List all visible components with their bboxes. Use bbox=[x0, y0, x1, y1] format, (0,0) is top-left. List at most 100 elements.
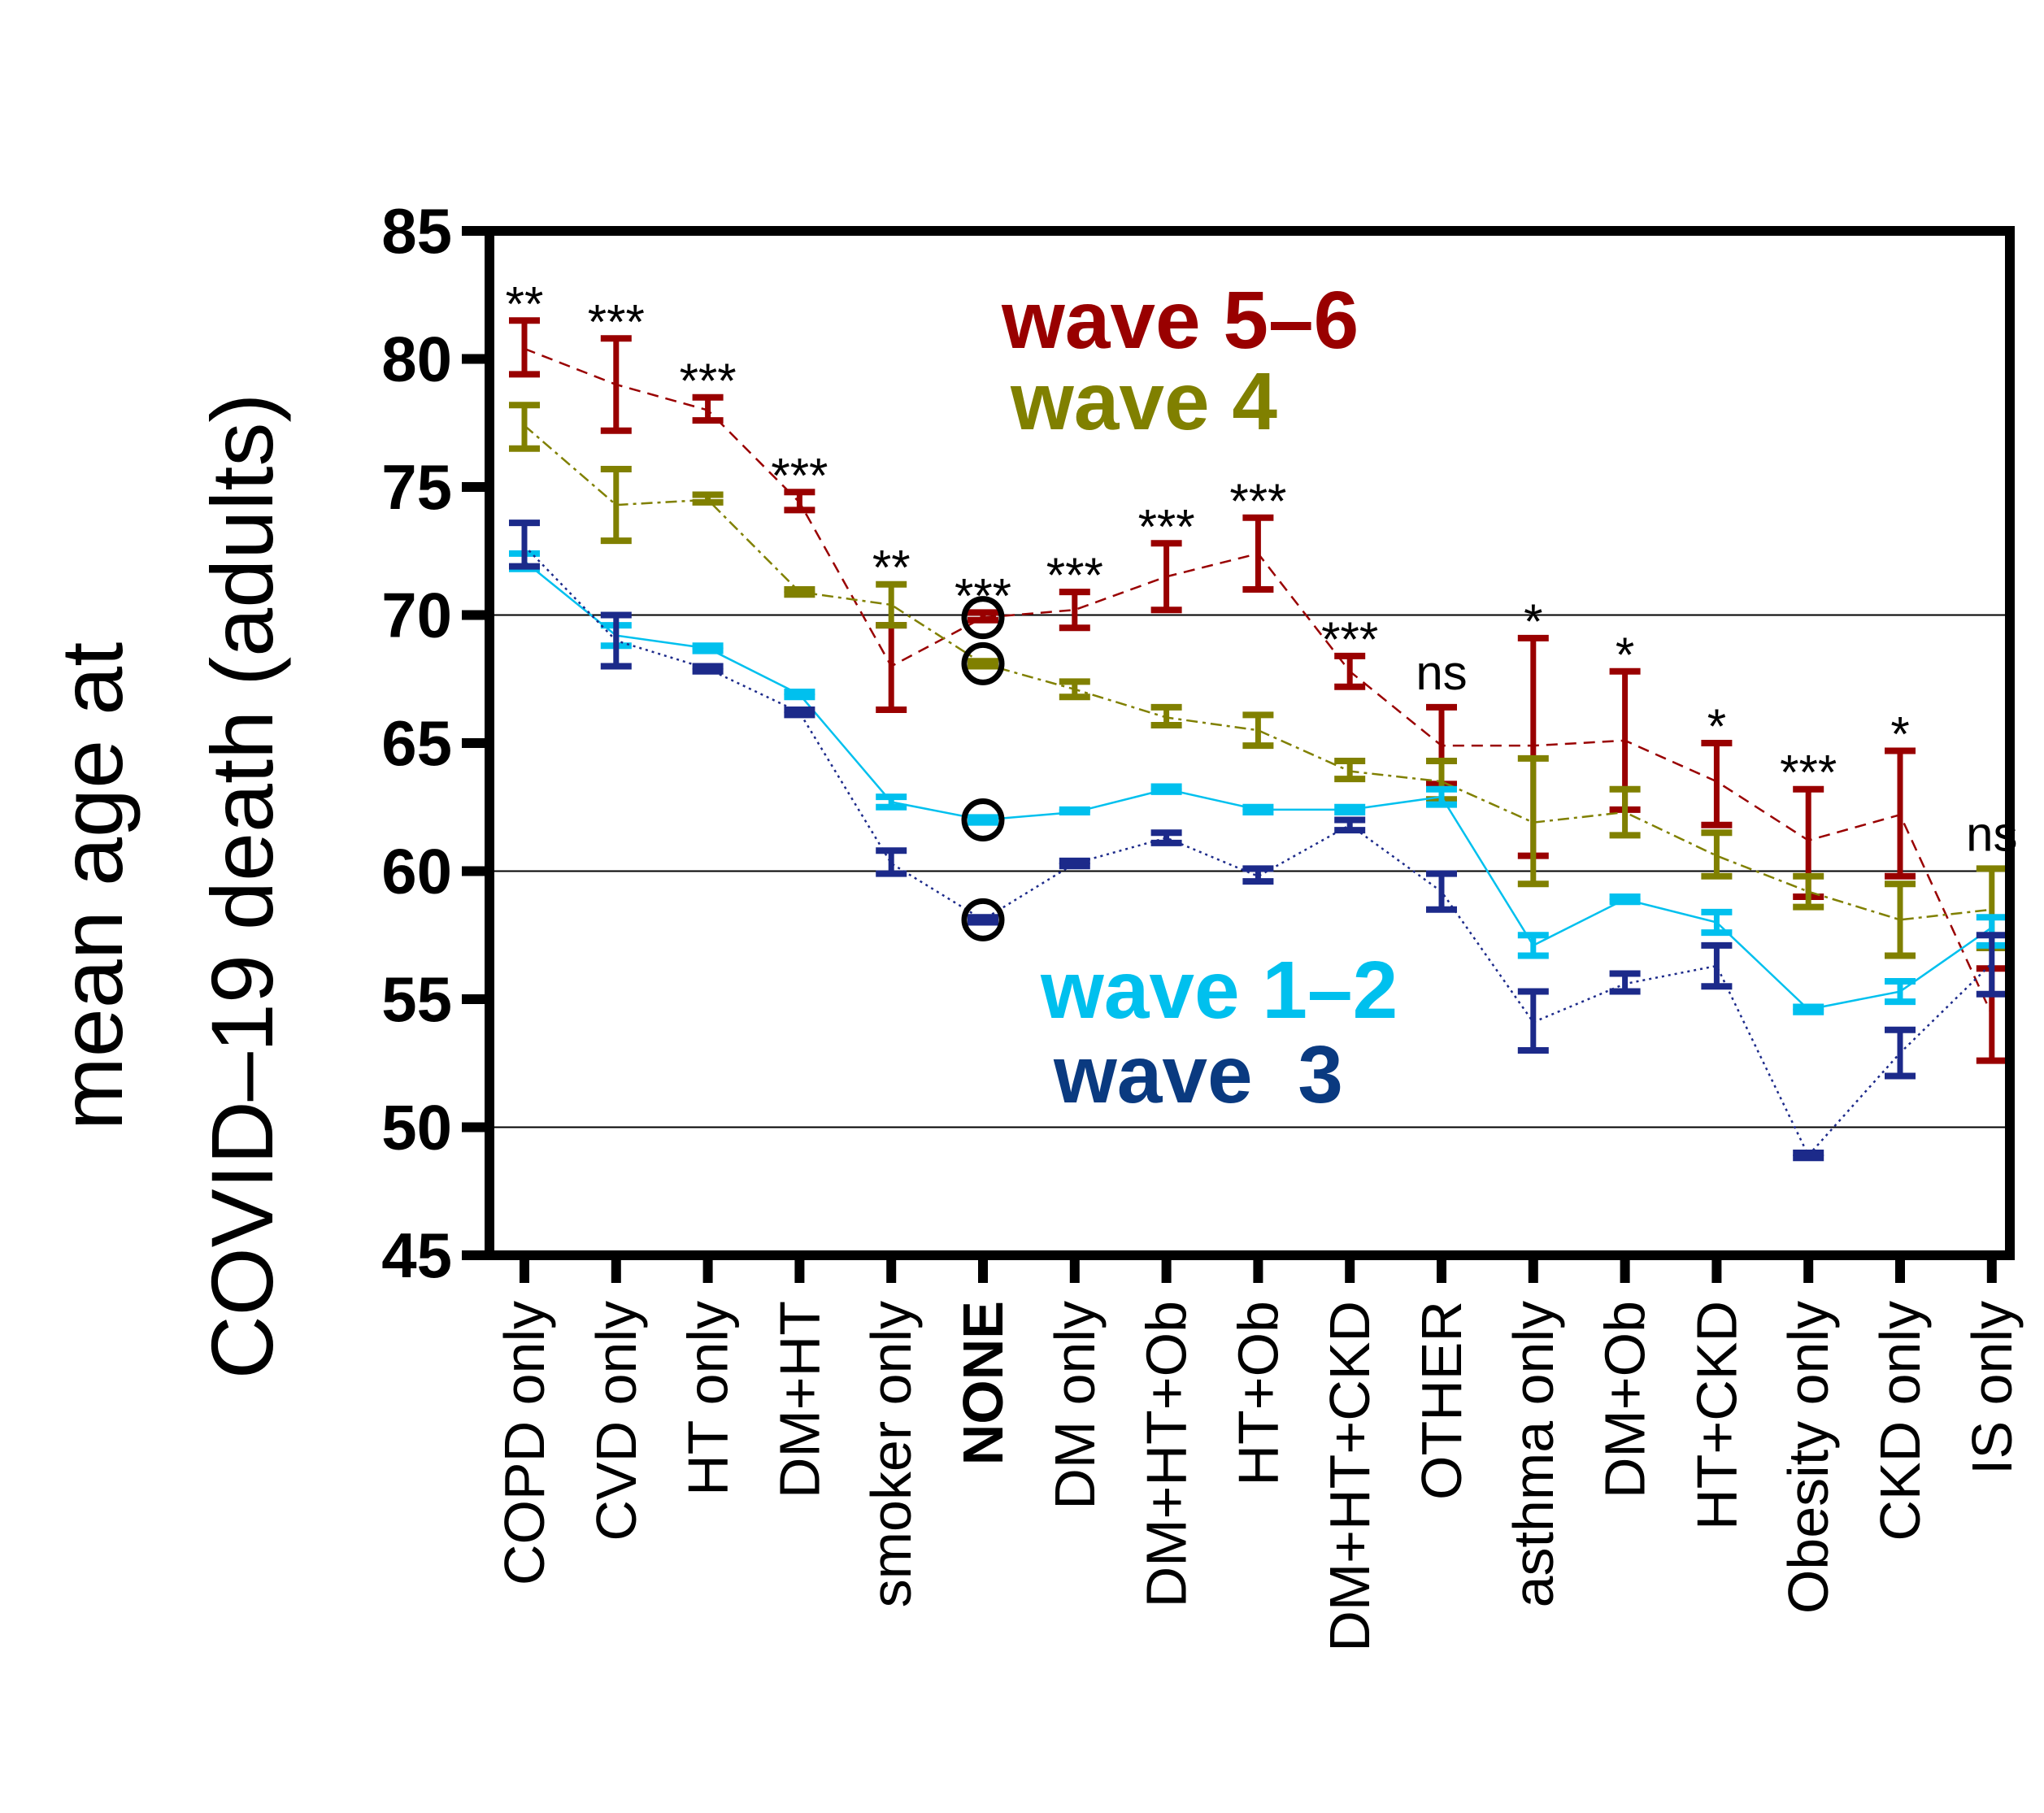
errorbar-wave-4-smoker-only bbox=[876, 580, 907, 629]
errorbar-wave-1-2-ht-ckd bbox=[1701, 908, 1733, 937]
errorbar-wave-5-6-dm-ht-ckd bbox=[1334, 652, 1366, 690]
significance-ht-only: *** bbox=[680, 354, 737, 408]
x-tick-label-dm-only: DM only bbox=[1043, 1301, 1107, 1510]
errorbar-wave-1-2-dm-only bbox=[1059, 806, 1090, 816]
significance-cvd-only: *** bbox=[588, 294, 645, 349]
x-tick-label-cvd-only: CVD only bbox=[585, 1301, 648, 1541]
x-tick-label-none: NONE bbox=[951, 1301, 1015, 1465]
y-axis-label: mean age at COVID–19 death (adults) bbox=[42, 393, 291, 1380]
errorbar-wave-1-2-ht-only bbox=[692, 642, 724, 654]
errorbar-wave-1-2-obesity-only bbox=[1793, 1003, 1824, 1015]
series-line-wave-1-2 bbox=[524, 560, 1993, 1011]
y-tick-label-45: 45 bbox=[381, 1220, 452, 1291]
x-tick-label-copd-only: COPD only bbox=[493, 1301, 556, 1585]
highlight-markers bbox=[961, 596, 1005, 941]
errorbar-wave-1-2-none bbox=[968, 814, 998, 826]
y-tick-label-50: 50 bbox=[381, 1092, 452, 1163]
series-wave-1-2 bbox=[509, 550, 2007, 1015]
y-tick-label-60: 60 bbox=[381, 836, 452, 907]
legend-wave-4: wave 4 bbox=[1010, 356, 1277, 447]
significance-labels: ** ************** ****** ******ns*******ns bbox=[506, 276, 2018, 861]
highlight-circle-wave-4 bbox=[961, 641, 1005, 685]
errorbar-wave-4-asthma-only bbox=[1517, 754, 1549, 888]
errorbar-wave-4-ht-ob bbox=[1242, 711, 1274, 750]
errorbar-wave-3-dm-ht bbox=[784, 707, 815, 719]
series-line-wave-5-6 bbox=[524, 347, 1993, 1015]
x-tick-label-ht-ckd: HT+CKD bbox=[1685, 1301, 1748, 1530]
errorbar-wave-4-ht-ckd bbox=[1701, 829, 1733, 880]
y-tick-label-85: 85 bbox=[381, 195, 452, 267]
errorbar-wave-1-2-ckd-only bbox=[1885, 977, 1916, 1006]
highlight-circle-wave-3 bbox=[961, 898, 1005, 941]
errorbar-wave-4-ht-only bbox=[692, 491, 724, 506]
y-tick-label-75: 75 bbox=[381, 451, 452, 523]
x-tick-label-ht-ob: HT+Ob bbox=[1226, 1301, 1289, 1486]
errorbar-wave-3-copd-only bbox=[509, 520, 540, 570]
x-tick-label-ckd-only: CKD only bbox=[1868, 1301, 1932, 1541]
series-wave-4 bbox=[509, 402, 2007, 959]
x-tick-label-ht-only: HT only bbox=[676, 1301, 740, 1496]
significance-dm-ht: *** bbox=[771, 448, 828, 502]
errorbar-wave-5-6-smoker-only bbox=[876, 622, 907, 714]
errorbar-wave-3-other bbox=[1426, 870, 1457, 913]
errorbar-wave-1-2-smoker-only bbox=[876, 793, 907, 811]
errorbar-wave-3-none bbox=[968, 914, 998, 926]
series-wave-5-6 bbox=[509, 317, 2007, 1064]
errorbar-wave-5-6-dm-ht-ob bbox=[1150, 540, 1182, 614]
significance-ckd-only: * bbox=[1890, 707, 1909, 761]
errorbar-wave-5-6-ht-only bbox=[692, 393, 724, 424]
significance-ht-ckd: * bbox=[1707, 699, 1726, 754]
errorbar-wave-3-obesity-only bbox=[1793, 1150, 1824, 1162]
errorbar-wave-1-2-dm-ht bbox=[784, 689, 815, 701]
significance-none: *** bbox=[955, 568, 1011, 623]
errorbar-wave-3-ht-ob bbox=[1242, 865, 1274, 885]
errorbar-wave-4-cvd-only bbox=[600, 465, 632, 545]
legend-wave-5-6: wave 5–6 bbox=[1001, 275, 1359, 366]
x-axis-ticks: COPD only CVD only HT only DM+HT smoker only… bbox=[493, 1255, 2024, 1652]
significance-ht-ob: *** bbox=[1229, 474, 1286, 528]
errorbar-wave-3-dm-ob bbox=[1609, 970, 1641, 995]
errorbar-wave-3-asthma-only bbox=[1517, 988, 1549, 1054]
errorbar-wave-1-2-other bbox=[1426, 785, 1457, 808]
y-tick-label-65: 65 bbox=[381, 707, 452, 779]
significance-asthma-only: * bbox=[1524, 594, 1542, 649]
errorbar-wave-4-copd-only bbox=[509, 402, 540, 452]
x-tick-label-asthma-only: asthma only bbox=[1502, 1301, 1565, 1607]
errorbar-wave-3-is-only bbox=[1976, 932, 2007, 998]
errorbar-wave-3-ht-only bbox=[692, 663, 724, 675]
y-tick-label-70: 70 bbox=[381, 580, 452, 651]
significance-other: ns bbox=[1416, 646, 1467, 700]
x-tick-label-dm-ht-ob: DM+HT+Ob bbox=[1135, 1301, 1198, 1607]
y-axis-label-line1: mean age at bbox=[42, 642, 141, 1130]
significance-copd-only: ** bbox=[506, 276, 544, 331]
errorbar-wave-4-dm-ht-ckd bbox=[1334, 758, 1366, 783]
errorbar-wave-4-dm-ht bbox=[784, 586, 815, 598]
errorbar-wave-1-2-dm-ht-ob bbox=[1150, 783, 1182, 795]
series-line-wave-4 bbox=[524, 424, 1992, 921]
significance-obesity-only: *** bbox=[1780, 746, 1837, 800]
errorbar-wave-5-6-ht-ob bbox=[1242, 514, 1274, 593]
highlight-circle-wave-1-2 bbox=[961, 798, 1005, 841]
x-tick-label-other: OTHER bbox=[1410, 1301, 1473, 1500]
errorbar-wave-4-dm-ht-ob bbox=[1150, 703, 1182, 728]
errorbar-wave-3-dm-only bbox=[1059, 857, 1090, 870]
errorbar-wave-4-ckd-only bbox=[1885, 880, 1916, 959]
errorbar-wave-3-ht-ckd bbox=[1701, 941, 1733, 990]
x-tick-label-obesity-only: Obesity only bbox=[1777, 1301, 1840, 1614]
errorbar-wave-3-dm-ht-ckd bbox=[1334, 816, 1366, 834]
y-axis-label-line2: COVID–19 death (adults) bbox=[193, 393, 291, 1380]
series-layer bbox=[509, 317, 2007, 1162]
x-tick-label-dm-ob: DM+Ob bbox=[1594, 1301, 1657, 1498]
errorbar-wave-3-cvd-only bbox=[600, 611, 632, 670]
errorbar-wave-5-6-dm-ht bbox=[784, 489, 815, 514]
errorbar-wave-5-6-none bbox=[968, 609, 998, 624]
errorbar-wave-4-obesity-only bbox=[1793, 872, 1824, 911]
errorbar-wave-3-ckd-only bbox=[1885, 1026, 1916, 1080]
errorbar-wave-3-smoker-only bbox=[876, 847, 907, 877]
errorbar-wave-5-6-ht-ckd bbox=[1701, 740, 1733, 828]
significance-dm-ht-ob: *** bbox=[1138, 499, 1195, 554]
errorbar-wave-1-2-asthma-only bbox=[1517, 932, 1549, 959]
legend-wave-1-2: wave 1–2 bbox=[1040, 945, 1398, 1036]
